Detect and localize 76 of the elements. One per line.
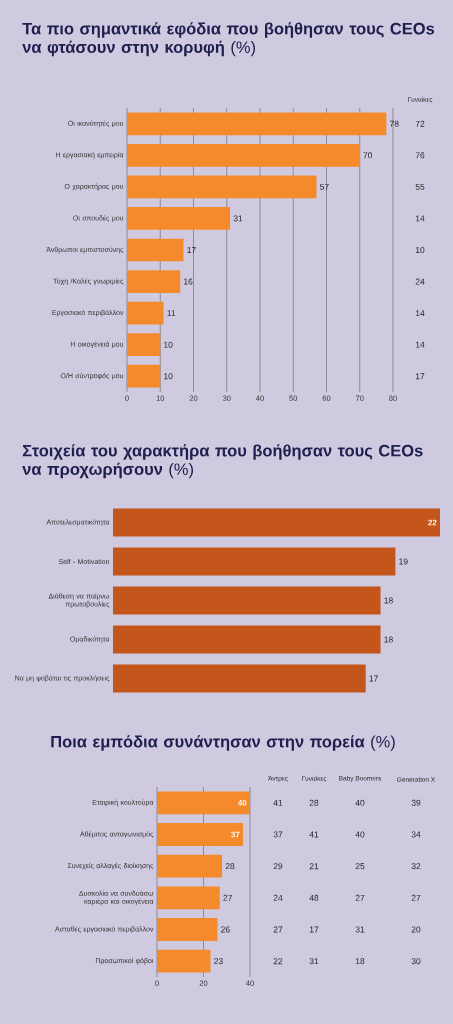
bar (127, 175, 317, 199)
text: 41 (309, 831, 319, 838)
bar (113, 508, 440, 537)
text: 28 (309, 799, 319, 806)
data-label: 18 (384, 597, 393, 604)
bar (113, 664, 366, 693)
text: 22 (273, 958, 283, 965)
data-label: 57 (320, 183, 329, 190)
data-label: 70 (363, 152, 373, 159)
text: 27 (355, 894, 365, 901)
text: 14 (415, 341, 425, 348)
text: 37 (273, 831, 283, 838)
data-label: 28 (225, 863, 235, 870)
data-label: 22 (428, 519, 437, 526)
data-label: 18 (384, 636, 393, 643)
data-label: 37 (231, 831, 240, 838)
text: 14 (415, 310, 425, 317)
bar (113, 625, 381, 654)
text: 34 (411, 831, 421, 838)
bar (127, 238, 184, 262)
data-label: 10 (164, 373, 173, 380)
text: 55 (415, 183, 425, 190)
text: 31 (355, 926, 365, 933)
text: 24 (273, 894, 283, 901)
text: 40 (355, 799, 365, 806)
text: 27 (273, 926, 283, 933)
text: 30 (411, 958, 421, 965)
text: 32 (411, 863, 421, 870)
chart-title: Ποια εμπόδια συνάντησαν στην πορεία (%) (51, 735, 395, 751)
text: 24 (415, 278, 425, 285)
bar (157, 854, 223, 878)
text: 14 (415, 215, 425, 222)
text: 76 (415, 152, 425, 159)
text: 27 (411, 894, 421, 901)
text: 10 (415, 246, 425, 253)
text: 39 (411, 799, 421, 806)
bar (127, 364, 161, 388)
text: 72 (415, 120, 425, 127)
bar (127, 143, 360, 167)
data-label: 27 (223, 894, 232, 901)
chart-title: Τα πιο σημαντικά εφόδια που βοήθησαν τους CEOs να φτάσουν στην κορυφή (%) (22, 22, 435, 57)
data-label: 40 (238, 800, 247, 806)
data-label: 23 (214, 958, 223, 965)
data-label: 31 (233, 215, 243, 222)
text: 18 (355, 958, 365, 965)
text: 40 (355, 831, 365, 838)
bar (157, 791, 250, 815)
text: 21 (309, 863, 319, 870)
bar (157, 823, 244, 846)
text: 20 (411, 926, 421, 933)
text: 31 (309, 958, 319, 965)
bar (127, 207, 231, 230)
text: 29 (273, 863, 283, 870)
bar (127, 112, 387, 136)
bar (127, 333, 161, 357)
bar (157, 918, 218, 941)
text: 41 (273, 799, 283, 806)
bar (157, 949, 211, 973)
chart-title: Στοιχεία του χαρακτήρα που βοήθησαν τους CEOs να προχωρήσουν (%) (22, 444, 423, 479)
text: 17 (415, 373, 425, 380)
text: 17 (309, 926, 319, 933)
data-label: 11 (167, 310, 176, 317)
data-label: 17 (187, 247, 196, 253)
bar (157, 886, 220, 910)
bar (127, 270, 181, 293)
text: 25 (355, 863, 365, 870)
bar (127, 301, 164, 325)
data-label: 26 (221, 926, 230, 933)
data-label: 10 (164, 341, 173, 348)
data-label: 19 (399, 558, 408, 565)
text: 48 (309, 894, 319, 901)
data-label: 16 (184, 278, 193, 285)
data-label: 78 (389, 120, 399, 127)
bar (113, 547, 396, 576)
data-label: 17 (369, 675, 378, 682)
bar (113, 586, 381, 615)
